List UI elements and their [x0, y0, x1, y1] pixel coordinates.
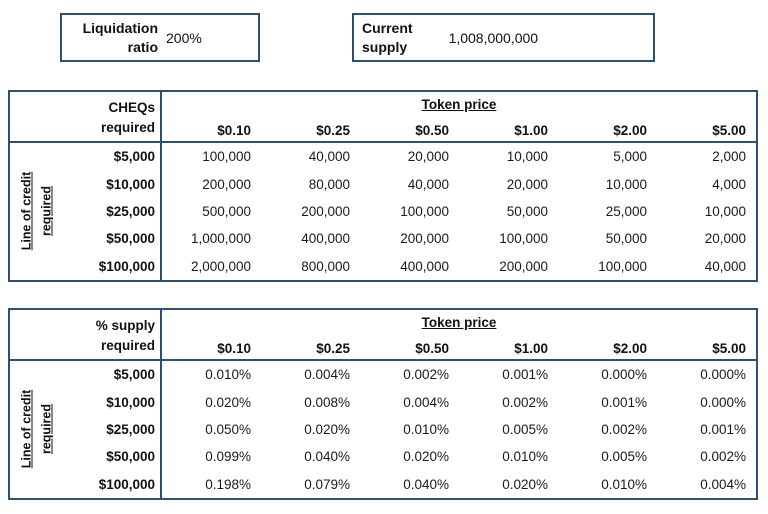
table1-corner-label: CHEQs required [10, 92, 162, 143]
cell: 0.040% [304, 449, 350, 465]
cell: 20,000 [704, 231, 746, 247]
cell: 0.050% [205, 421, 251, 437]
table2-corner-label: % supply required [10, 310, 162, 361]
cell: 0.001% [700, 421, 746, 437]
cell: 0.005% [502, 421, 548, 437]
cell: 0.000% [601, 367, 647, 383]
cell: 800,000 [301, 258, 350, 274]
col-header: $0.25 [316, 341, 350, 356]
cell: 1,000,000 [190, 231, 251, 247]
row-label: $25,000 [10, 415, 162, 444]
col-header: $1.00 [514, 123, 548, 138]
cell: 50,000 [506, 203, 548, 219]
cell: 0.004% [700, 476, 746, 492]
cell: 0.010% [502, 449, 548, 465]
row-label: $25,000 [10, 197, 162, 226]
col-header: $0.50 [415, 123, 449, 138]
cell: 0.002% [502, 394, 548, 410]
supply-required-table: % supply required Token price $0.10 $0.2… [8, 308, 758, 500]
table1-token-price-header: Token price $0.10 $0.25 $0.50 $1.00 $2.0… [162, 92, 756, 143]
cell: 200,000 [301, 203, 350, 219]
table1-group-header: Token price [421, 97, 497, 112]
row-label: $50,000 [10, 443, 162, 471]
cell: 0.198% [205, 476, 251, 492]
cell: 500,000 [202, 203, 251, 219]
col-header: $0.10 [217, 123, 251, 138]
cell: 0.000% [700, 367, 746, 383]
cell: 10,000 [506, 149, 548, 165]
row-label: $10,000 [10, 170, 162, 198]
cell: 0.008% [304, 394, 350, 410]
cell: 200,000 [499, 258, 548, 274]
col-header: $5.00 [712, 123, 746, 138]
col-header: $2.00 [613, 123, 647, 138]
cell: 0.020% [403, 449, 449, 465]
cell: 400,000 [301, 231, 350, 247]
cell: 20,000 [407, 149, 449, 165]
cell: 100,000 [499, 231, 548, 247]
cell: 200,000 [400, 231, 449, 247]
table2-price-row: $0.10 $0.25 $0.50 $1.00 $2.00 $5.00 [162, 341, 756, 359]
cell: 0.099% [205, 449, 251, 465]
cell: 0.010% [205, 367, 251, 383]
row-label: $10,000 [10, 388, 162, 416]
cell: 100,000 [598, 258, 647, 274]
current-supply-value[interactable]: 1,008,000,000 [448, 29, 539, 46]
liquidation-ratio-box: Liquidation ratio 200% [60, 13, 260, 62]
cell: 0.010% [403, 421, 449, 437]
cell: 100,000 [400, 203, 449, 219]
cell: 2,000,000 [190, 258, 251, 274]
cell: 0.004% [403, 394, 449, 410]
cell: 10,000 [704, 203, 746, 219]
cell: 40,000 [407, 176, 449, 192]
cell: 0.005% [601, 449, 647, 465]
table1-price-row: $0.10 $0.25 $0.50 $1.00 $2.00 $5.00 [162, 123, 756, 141]
cell: 0.002% [700, 449, 746, 465]
cell: 20,000 [506, 176, 548, 192]
cell: 2,000 [712, 149, 746, 165]
row-label: $5,000 [10, 143, 162, 171]
cell: 10,000 [605, 176, 647, 192]
cell: 0.079% [304, 476, 350, 492]
cell: 5,000 [613, 149, 647, 165]
cell: 80,000 [308, 176, 350, 192]
cell: 200,000 [202, 176, 251, 192]
cell: 400,000 [400, 258, 449, 274]
liquidation-ratio-label: Liquidation ratio [82, 20, 158, 55]
cell: 0.002% [403, 367, 449, 383]
current-supply-box: Current supply 1,008,000,000 [352, 13, 655, 62]
cell: 40,000 [704, 258, 746, 274]
cell: 0.020% [205, 394, 251, 410]
cell: 0.001% [502, 367, 548, 383]
cell: 50,000 [605, 231, 647, 247]
row-label: $100,000 [10, 252, 162, 280]
table2-token-price-header: Token price $0.10 $0.25 $0.50 $1.00 $2.0… [162, 310, 756, 361]
cell: 0.040% [403, 476, 449, 492]
cell: 4,000 [712, 176, 746, 192]
cell: 100,000 [202, 149, 251, 165]
col-header: $0.50 [415, 341, 449, 356]
cell: 0.001% [601, 394, 647, 410]
cell: 0.020% [304, 421, 350, 437]
cell: 0.010% [601, 476, 647, 492]
cell: 0.000% [700, 394, 746, 410]
cell: 0.004% [304, 367, 350, 383]
row-label: $5,000 [10, 361, 162, 389]
col-header: $2.00 [613, 341, 647, 356]
col-header: $5.00 [712, 341, 746, 356]
cell: 0.020% [502, 476, 548, 492]
cell: 0.002% [601, 421, 647, 437]
current-supply-label: Current supply [362, 20, 413, 55]
row-label: $50,000 [10, 225, 162, 253]
cheqs-required-table: CHEQs required Token price $0.10 $0.25 $… [8, 90, 758, 282]
col-header: $0.10 [217, 341, 251, 356]
table2-group-header: Token price [421, 315, 497, 330]
row-label: $100,000 [10, 470, 162, 498]
liquidation-ratio-value[interactable]: 200% [166, 29, 202, 46]
cell: 40,000 [308, 149, 350, 165]
col-header: $0.25 [316, 123, 350, 138]
col-header: $1.00 [514, 341, 548, 356]
cell: 25,000 [605, 203, 647, 219]
